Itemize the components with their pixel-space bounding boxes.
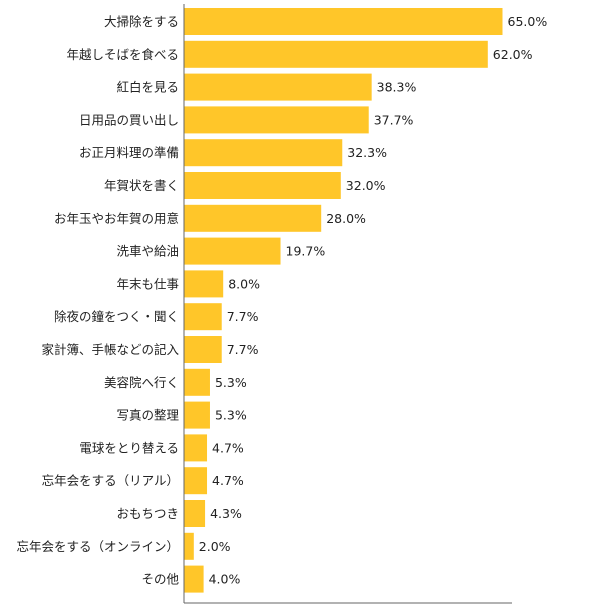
bar [184, 8, 503, 35]
bar [184, 401, 210, 429]
category-label: 美容院へ行く [104, 375, 179, 390]
bar [184, 467, 208, 495]
category-label: 家計簿、手帳などの記入 [41, 342, 179, 357]
bar [184, 204, 322, 232]
value-label: 19.7% [286, 244, 326, 259]
category-label: おもちつき [116, 506, 179, 521]
category-label: 大掃除をする [104, 14, 179, 29]
value-label: 2.0% [199, 539, 231, 554]
bar [184, 40, 488, 68]
value-label: 62.0% [493, 47, 533, 62]
category-label: 紅白を見る [116, 80, 179, 95]
category-label: 洗車や給油 [116, 244, 179, 259]
value-label: 8.0% [228, 276, 260, 291]
value-labels-group: 65.0% 62.0% 38.3% 37.7% 32.3% 32.0% 28.0% 19.7%… [199, 14, 548, 587]
bar [184, 73, 372, 101]
bar [184, 368, 210, 396]
bar [184, 434, 208, 462]
bar [184, 139, 343, 167]
value-label: 5.3% [215, 375, 247, 390]
value-label: 4.0% [209, 572, 241, 587]
value-label: 4.3% [210, 506, 242, 521]
value-label: 32.3% [347, 145, 387, 160]
value-label: 38.3% [377, 80, 417, 95]
value-label: 28.0% [326, 211, 366, 226]
bar [184, 336, 222, 363]
category-label: お年玉やお年賀の用意 [54, 211, 179, 226]
category-label: 年賀状を書く [104, 178, 179, 193]
value-label: 4.7% [212, 440, 244, 455]
value-label: 4.7% [212, 473, 244, 488]
bar [184, 500, 206, 527]
bar [184, 532, 194, 560]
bar [184, 172, 341, 199]
bar [184, 565, 204, 593]
bar [184, 303, 222, 331]
value-label: 7.7% [227, 309, 259, 324]
category-label: 年末も仕事 [116, 276, 179, 291]
value-label: 7.7% [227, 342, 259, 357]
category-labels-group: 大掃除をする年越しそばを食べる紅白を見る日用品の買い出しお正月料理の準備年賀状を… [16, 14, 179, 587]
bars-group [184, 8, 503, 593]
value-label: 5.3% [215, 408, 247, 423]
category-label: 忘年会をする（リアル） [42, 473, 179, 488]
category-label: 除夜の鐘をつく・聞く [54, 309, 179, 324]
bar [184, 270, 224, 298]
value-label: 32.0% [346, 178, 386, 193]
bar [184, 106, 369, 134]
category-label: 写真の整理 [116, 408, 179, 423]
category-label: 忘年会をする（オンライン） [16, 539, 179, 554]
category-label: 日用品の買い出し [79, 112, 179, 127]
value-label: 65.0% [508, 14, 548, 29]
value-label: 37.7% [374, 112, 414, 127]
category-label: 年越しそばを食べる [66, 47, 179, 62]
category-label: お正月料理の準備 [79, 145, 179, 160]
category-label: その他 [141, 572, 179, 587]
category-label: 電球をとり替える [79, 440, 179, 455]
bar [184, 237, 281, 265]
